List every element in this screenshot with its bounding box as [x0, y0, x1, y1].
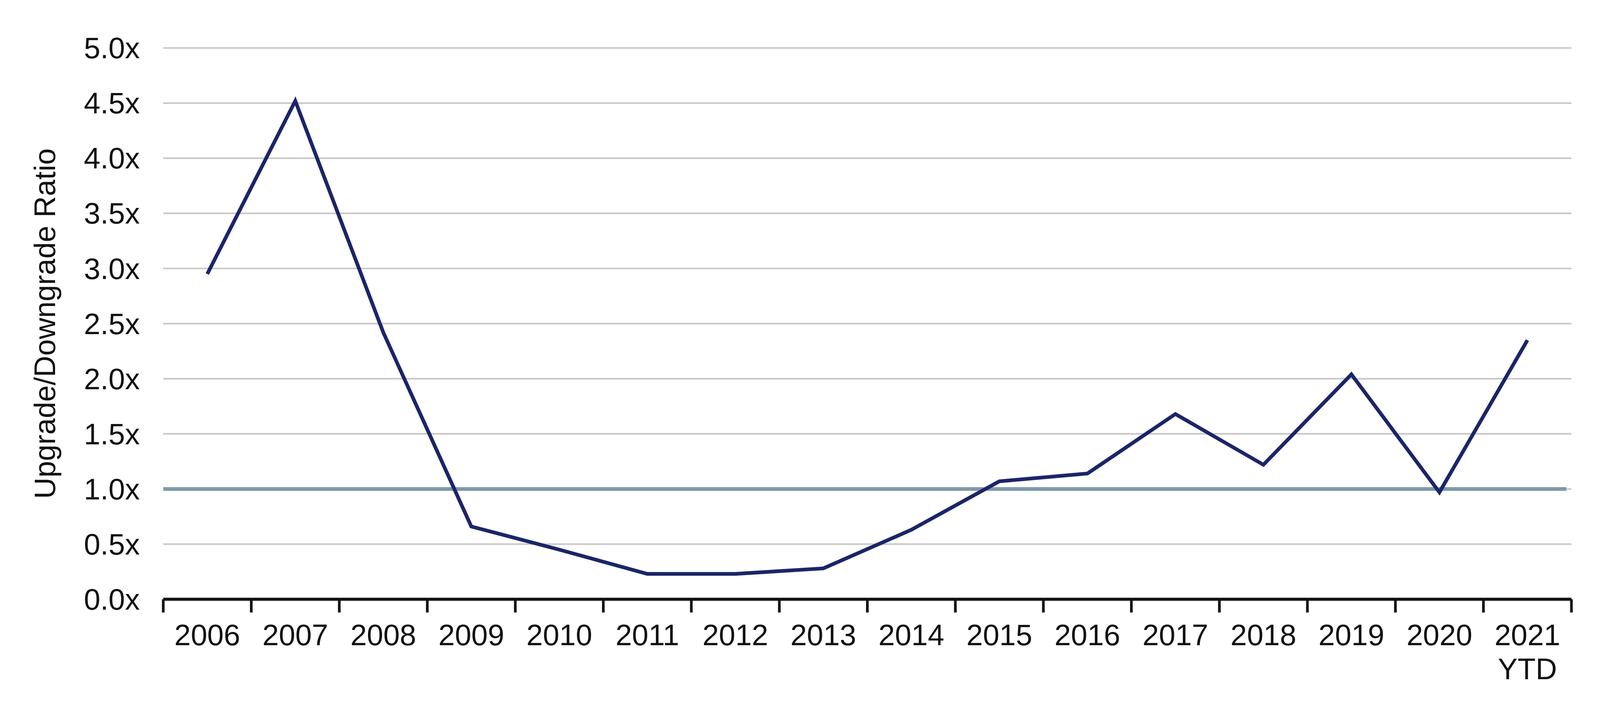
- x-tick-label: 2019: [1318, 617, 1385, 652]
- x-tick: [601, 598, 605, 613]
- x-tick: [1394, 598, 1397, 613]
- y-axis-title: Upgrade/Downgrade Ratio: [28, 148, 62, 499]
- x-tick: [689, 598, 693, 613]
- x-tick: [1306, 598, 1309, 613]
- x-tick: [866, 598, 869, 613]
- x-tick: [1130, 598, 1133, 613]
- grid-line: [163, 322, 1572, 325]
- grid-line: [163, 377, 1572, 380]
- x-tick: [337, 598, 341, 613]
- x-tick: [778, 598, 781, 613]
- grid-line: [163, 487, 1572, 490]
- x-tick: [1042, 598, 1045, 613]
- y-tick-label: 0.5x: [83, 527, 140, 561]
- y-tick-label: 4.0x: [83, 141, 140, 175]
- y-tick-label: 2.0x: [83, 362, 140, 396]
- x-tick-label: 2014: [878, 617, 945, 652]
- grid-line: [163, 432, 1572, 435]
- y-tick-label: 3.5x: [83, 196, 140, 230]
- x-tick-label: 2013: [790, 617, 857, 652]
- x-tick: [1217, 598, 1221, 613]
- y-tick-label: 2.5x: [83, 307, 140, 341]
- grid-line: [163, 267, 1572, 270]
- grid-line: [163, 102, 1572, 104]
- y-tick-label: 1.0x: [83, 472, 140, 506]
- x-tick: [1569, 598, 1573, 613]
- grid-line: [163, 542, 1572, 545]
- x-tick-label: 2010: [526, 617, 593, 652]
- x-tick-label: 2012: [702, 617, 769, 652]
- grid-line: [163, 47, 1572, 49]
- x-tick-label: 2015: [966, 617, 1033, 652]
- x-tick-label: 2006: [174, 617, 241, 652]
- chart: 0.0x 0.5x 1.0x 1.5x 2.0x 2.5x 3.0x 3.5x 4.0x 4.5x…: [0, 0, 1600, 705]
- reference-line: [163, 487, 1567, 491]
- x-tick-label: 2016: [1054, 617, 1121, 652]
- x-tick-label: 2020: [1406, 617, 1473, 652]
- y-tick-label: 5.0x: [83, 31, 140, 65]
- x-tick: [162, 598, 165, 613]
- x-tick-label: 2007: [262, 617, 329, 652]
- x-tick-label: 2021YTD: [1494, 617, 1561, 686]
- y-tick-label: 4.5x: [83, 86, 140, 120]
- x-tick: [1482, 598, 1485, 613]
- grid: [163, 48, 1572, 545]
- x-tick-label: 2018: [1230, 617, 1297, 652]
- grid-line: [163, 157, 1572, 159]
- x-tick: [514, 598, 517, 613]
- x-tick-label: 2011: [615, 617, 680, 652]
- y-tick-label: 0.0x: [83, 582, 140, 616]
- y-tick-label: 3.0x: [83, 251, 140, 286]
- x-tick-label: 2009: [438, 617, 505, 652]
- x-tick: [953, 598, 957, 613]
- grid-line: [163, 212, 1572, 215]
- x-tick: [250, 598, 253, 613]
- series-group: [207, 100, 1528, 574]
- x-tick-label: 2017: [1142, 617, 1209, 652]
- x-tick-label: 2008: [350, 617, 417, 652]
- x-tick: [425, 598, 429, 613]
- data-line: [207, 100, 1528, 574]
- y-tick-label: 1.5x: [83, 417, 140, 451]
